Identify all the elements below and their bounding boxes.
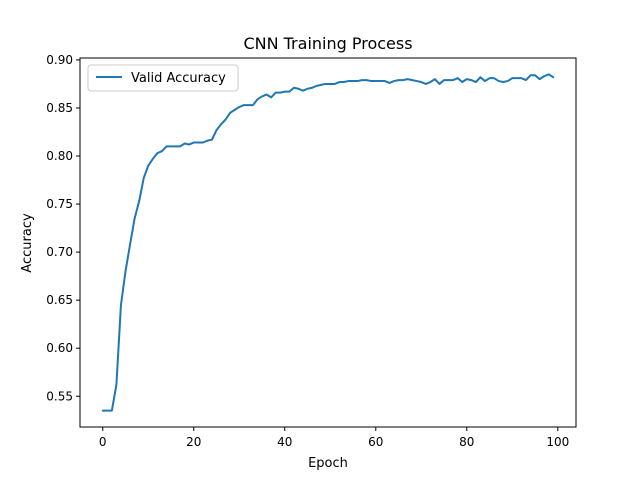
x-tick-label: 40 <box>277 435 292 449</box>
legend: Valid Accuracy <box>87 64 239 92</box>
x-axis-label: Epoch <box>308 456 348 471</box>
x-tick-label: 100 <box>546 435 569 449</box>
x-tick-label: 0 <box>99 435 107 449</box>
x-tick-label: 60 <box>368 435 383 449</box>
y-tick-label: 0.70 <box>46 245 73 259</box>
x-tick-label: 20 <box>186 435 201 449</box>
y-tick-label: 0.75 <box>46 197 73 211</box>
x-tick-label: 80 <box>459 435 474 449</box>
x-axis-ticks: 0 20 40 60 80 100 <box>99 427 569 449</box>
legend-box <box>87 64 239 92</box>
y-axis-label: Accuracy <box>20 213 35 273</box>
chart-title: CNN Training Process <box>243 34 412 53</box>
y-tick-label: 0.85 <box>46 101 73 115</box>
y-tick-label: 0.80 <box>46 149 73 163</box>
y-tick-label: 0.90 <box>46 53 73 67</box>
series-line-valid-accuracy <box>101 73 555 412</box>
plot-frame <box>79 57 577 428</box>
y-axis-ticks: 0.55 0.60 0.65 0.70 0.75 0.80 0.85 0.90 <box>46 53 80 403</box>
legend-label: Valid Accuracy <box>131 71 226 86</box>
y-tick-label: 0.55 <box>46 389 73 403</box>
y-tick-label: 0.65 <box>46 293 73 307</box>
y-tick-label: 0.60 <box>46 341 73 355</box>
